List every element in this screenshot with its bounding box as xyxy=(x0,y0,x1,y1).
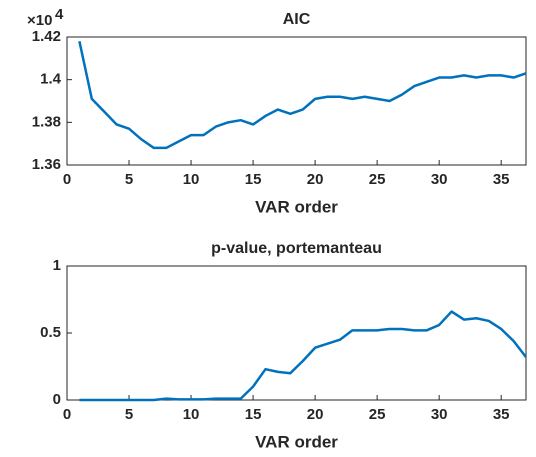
y-tick-label: 1.38 xyxy=(32,113,61,130)
x-tick-label: 20 xyxy=(307,171,324,188)
x-tick-label: 5 xyxy=(125,171,133,188)
axes-box xyxy=(66,36,527,166)
x-tick-label: 15 xyxy=(245,171,262,188)
x-tick-label: 30 xyxy=(431,171,448,188)
x-tick-label: 15 xyxy=(245,406,262,423)
x-tick-label: 10 xyxy=(183,171,200,188)
y-tick-label: 1.4 xyxy=(40,71,62,88)
y-tick-label: 1.36 xyxy=(32,156,61,173)
x-axis-label: VAR order xyxy=(255,432,338,451)
y-scale-base: ×10 xyxy=(27,12,52,29)
x-axis-label: VAR order xyxy=(255,197,338,216)
x-tick-label: 35 xyxy=(493,171,510,188)
y-tick-label: 0.5 xyxy=(40,324,61,341)
x-tick-label: 25 xyxy=(369,406,386,423)
y-tick-label: 1.42 xyxy=(32,28,61,45)
x-tick-label: 25 xyxy=(369,171,386,188)
y-scale-exponent: 4 xyxy=(55,6,64,23)
axes-box xyxy=(66,265,527,401)
x-tick-label: 30 xyxy=(431,406,448,423)
x-tick-label: 0 xyxy=(63,171,71,188)
y-tick-label: 0 xyxy=(53,391,61,408)
x-tick-label: 35 xyxy=(493,406,510,423)
x-tick-label: 0 xyxy=(63,406,71,423)
chart-title: p-value, portemanteau xyxy=(211,240,382,257)
chart-title: AIC xyxy=(283,11,311,28)
data-line xyxy=(78,41,527,150)
x-tick-label: 5 xyxy=(125,406,133,423)
x-tick-label: 10 xyxy=(183,406,200,423)
data-line xyxy=(79,310,527,402)
x-tick-label: 20 xyxy=(307,406,324,423)
y-tick-label: 1 xyxy=(53,257,61,274)
